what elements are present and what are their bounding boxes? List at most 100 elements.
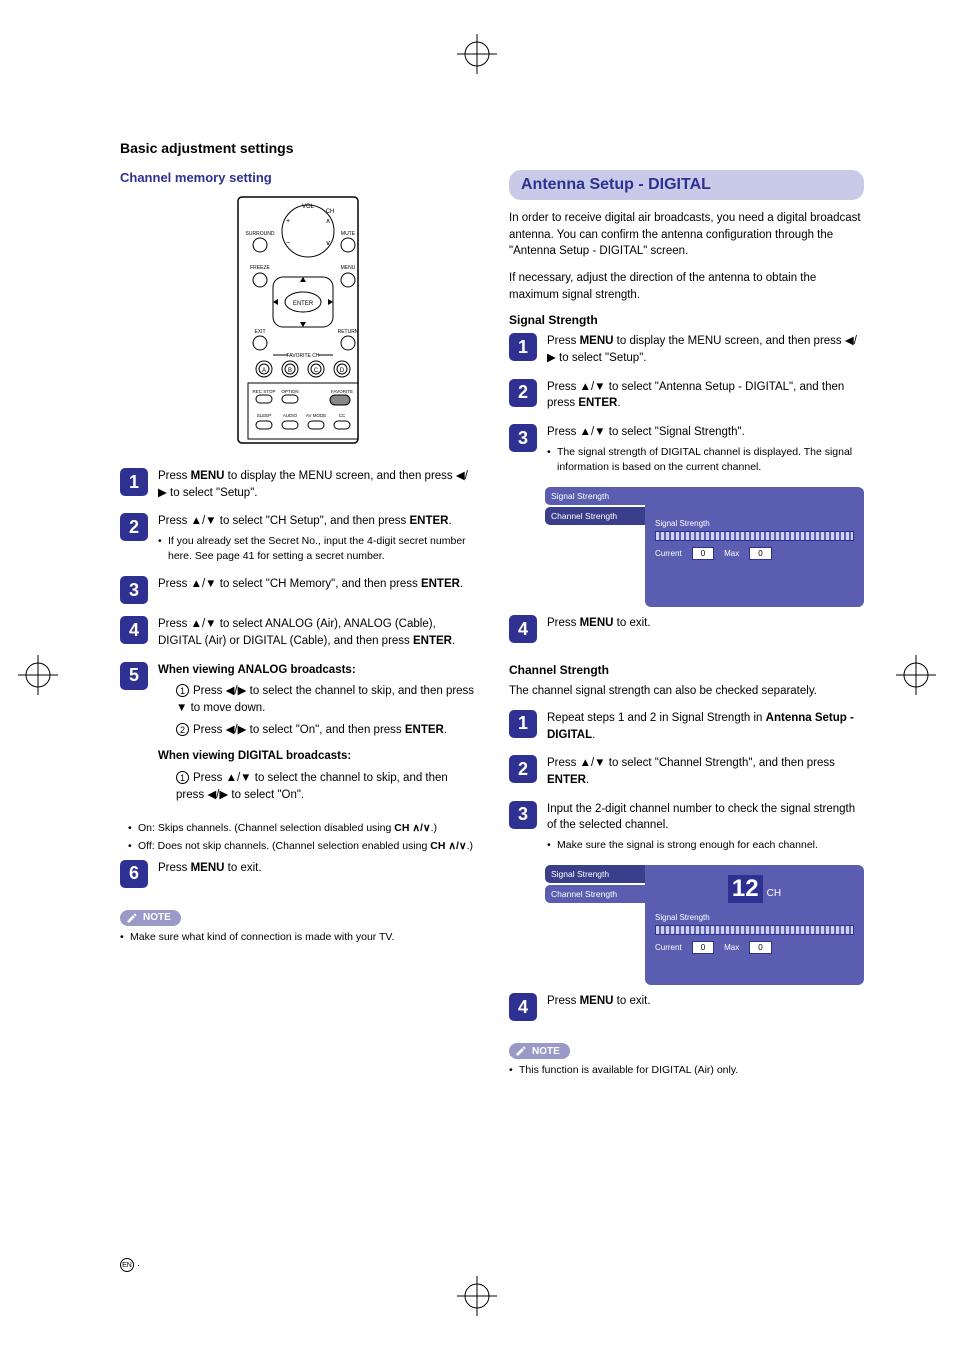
step-number: 3 [120, 576, 148, 604]
svg-text:SLEEP: SLEEP [256, 413, 271, 418]
osd-max-value: 0 [749, 547, 771, 560]
step-text: Press MENU to exit. [547, 615, 864, 632]
osd-current-label: Current [655, 943, 682, 952]
osd-tab-channel: Channel Strength [545, 507, 645, 525]
note-label: NOTE [143, 912, 171, 923]
step-text: Press ▲/▼ to select ANALOG (Air), ANALOG… [158, 616, 475, 649]
page-footer: EN · [120, 1258, 140, 1272]
step-number: 3 [509, 424, 537, 452]
svg-text:∧: ∧ [325, 218, 330, 225]
step-number: 1 [509, 710, 537, 738]
section-title: Basic adjustment settings [120, 140, 864, 156]
step-sub-bullet: Make sure the signal is strong enough fo… [547, 838, 864, 853]
step-number: 2 [509, 379, 537, 407]
svg-text:∨: ∨ [325, 240, 330, 247]
svg-text:AUDIO: AUDIO [282, 413, 297, 418]
osd-ss-label: Signal Strength [655, 913, 854, 922]
svg-text:B: B [287, 368, 291, 374]
step-sub-bullet: If you already set the Secret No., input… [158, 534, 475, 564]
step-number: 4 [509, 993, 537, 1021]
step-number: 6 [120, 860, 148, 888]
left-step-6: 6 Press MENU to exit. [120, 860, 475, 888]
osd-signal-strength: Signal Strength Channel Strength Signal … [545, 487, 864, 607]
note-label: NOTE [532, 1046, 560, 1057]
osd-max-label: Max [724, 549, 739, 558]
svg-text:FAVORITE CH: FAVORITE CH [286, 353, 319, 359]
step-text: Press MENU to exit. [158, 860, 475, 877]
note-tag: NOTE [120, 910, 181, 926]
right-column: Antenna Setup - DIGITAL In order to rece… [509, 170, 864, 1076]
ss-step-3: 3 Press ▲/▼ to select "Signal Strength".… [509, 424, 864, 475]
step-text: Repeat steps 1 and 2 in Signal Strength … [547, 710, 864, 743]
svg-text:REC STOP: REC STOP [252, 389, 275, 394]
svg-text:−: − [285, 240, 289, 247]
analog-heading: When viewing ANALOG broadcasts: [158, 662, 475, 679]
osd-current-value: 0 [692, 941, 714, 954]
cs-intro: The channel signal strength can also be … [509, 683, 864, 700]
analog-substep-1: 1Press ◀/▶ to select the channel to skip… [158, 683, 475, 716]
svg-text:FREEZE: FREEZE [250, 265, 270, 271]
svg-text:RETURN: RETURN [337, 329, 358, 335]
step-text: Press ▲/▼ to select "CH Memory", and the… [158, 576, 475, 593]
step-number: 4 [509, 615, 537, 643]
left-step-1: 1 Press MENU to display the MENU screen,… [120, 468, 475, 501]
osd-tab-channel: Channel Strength [545, 885, 645, 903]
svg-text:CH: CH [325, 209, 334, 215]
osd-channel-number: 12 [728, 875, 763, 903]
channel-strength-heading: Channel Strength [509, 663, 864, 677]
osd-channel-strength: Signal Strength Channel Strength 12 CH Si… [545, 865, 864, 985]
left-note-text: Make sure what kind of connection is mad… [120, 931, 475, 943]
off-note: Off: Does not skip channels. (Channel se… [128, 839, 475, 854]
osd-ss-label: Signal Strength [655, 519, 854, 528]
osd-tab-signal: Signal Strength [545, 487, 645, 505]
antenna-setup-heading: Antenna Setup - DIGITAL [509, 170, 864, 200]
step-number: 3 [509, 801, 537, 829]
step-number: 2 [120, 513, 148, 541]
svg-text:OPTION: OPTION [281, 389, 298, 394]
cs-step-3: 3 Input the 2-digit channel number to ch… [509, 801, 864, 854]
remote-illustration: VOL CH + ∧ − ∨ SURROUND MUTE FREEZE MENU [218, 195, 378, 448]
step-number: 2 [509, 755, 537, 783]
svg-text:D: D [339, 368, 344, 374]
left-column: Channel memory setting VOL CH + ∧ − ∨ SU… [120, 170, 475, 1076]
step-number: 1 [120, 468, 148, 496]
svg-text:MUTE: MUTE [340, 231, 355, 237]
cs-step-4: 4 Press MENU to exit. [509, 993, 864, 1021]
svg-text:VOL: VOL [301, 204, 314, 210]
svg-text:A: A [261, 368, 265, 374]
step-text: Press MENU to exit. [547, 993, 864, 1010]
right-note-text: This function is available for DIGITAL (… [509, 1064, 864, 1076]
left-step-3: 3 Press ▲/▼ to select "CH Memory", and t… [120, 576, 475, 604]
svg-text:ENTER: ENTER [292, 301, 313, 307]
digital-heading: When viewing DIGITAL broadcasts: [158, 748, 475, 765]
on-note: On: Skips channels. (Channel selection d… [128, 821, 475, 836]
svg-text:SURROUND: SURROUND [245, 231, 274, 237]
osd-tab-signal: Signal Strength [545, 865, 645, 883]
channel-memory-heading: Channel memory setting [120, 170, 475, 185]
digital-substep-1: 1Press ▲/▼ to select the channel to skip… [158, 770, 475, 803]
left-step-4: 4 Press ▲/▼ to select ANALOG (Air), ANAL… [120, 616, 475, 649]
ss-step-1: 1 Press MENU to display the MENU screen,… [509, 333, 864, 366]
signal-strength-heading: Signal Strength [509, 313, 864, 327]
osd-current-value: 0 [692, 547, 714, 560]
ss-step-4: 4 Press MENU to exit. [509, 615, 864, 643]
step-text: Press ▲/▼ to select "CH Setup", and then… [158, 513, 475, 564]
osd-current-label: Current [655, 549, 682, 558]
step-text: Press MENU to display the MENU screen, a… [547, 333, 864, 366]
step-sub-bullet: The signal strength of DIGITAL channel i… [547, 445, 864, 475]
step-text: When viewing ANALOG broadcasts: 1Press ◀… [158, 662, 475, 809]
svg-text:EXIT: EXIT [254, 329, 265, 335]
osd-channel-suffix: CH [767, 888, 781, 899]
pencil-icon [126, 912, 138, 924]
intro-paragraph-2: If necessary, adjust the direction of th… [509, 270, 864, 303]
step-number: 5 [120, 662, 148, 690]
step-text: Input the 2-digit channel number to chec… [547, 801, 864, 854]
intro-paragraph-1: In order to receive digital air broadcas… [509, 210, 864, 260]
step-text: Press ▲/▼ to select "Channel Strength", … [547, 755, 864, 788]
svg-text:+: + [285, 218, 289, 225]
cs-step-2: 2 Press ▲/▼ to select "Channel Strength"… [509, 755, 864, 788]
svg-text:CC: CC [338, 413, 345, 418]
left-on-off-notes: On: Skips channels. (Channel selection d… [128, 821, 475, 854]
step-text: Press ▲/▼ to select "Antenna Setup - DIG… [547, 379, 864, 412]
step-number: 1 [509, 333, 537, 361]
